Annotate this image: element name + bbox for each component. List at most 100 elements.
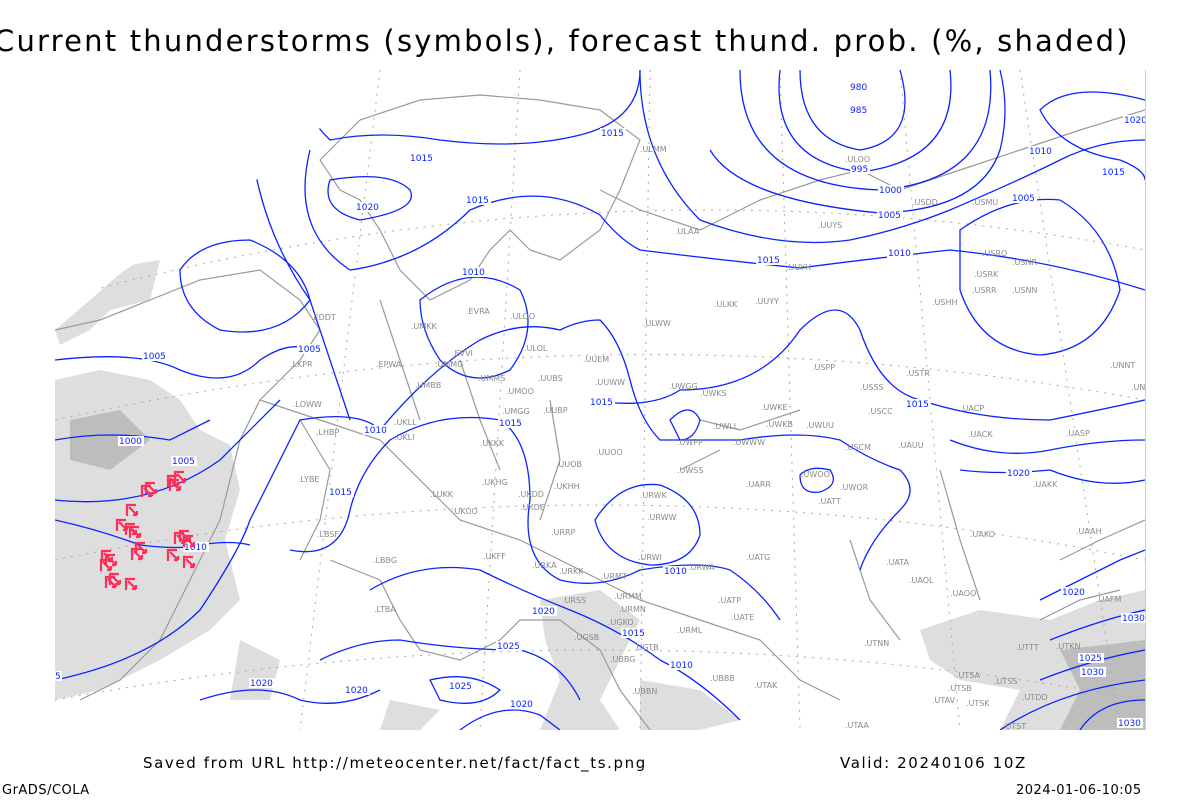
station-label: .LBSF xyxy=(317,530,339,539)
isobar xyxy=(327,176,413,221)
station-label: .LBBG xyxy=(373,556,397,565)
isobar-label-background xyxy=(905,399,931,409)
station-label: .EVVI xyxy=(452,349,473,358)
isobar xyxy=(289,416,781,621)
isobar-label: 1025 xyxy=(449,682,472,692)
isobar-label-background xyxy=(1080,667,1106,677)
station-label: .ULOO xyxy=(510,312,535,321)
thunderstorm-symbol-icon xyxy=(140,484,154,498)
station-label: .UWLL xyxy=(713,422,739,431)
station-label: .UUBP xyxy=(543,406,568,415)
isobar-label: 1005 xyxy=(143,352,166,362)
station-label: .UUBS xyxy=(538,374,563,383)
thunderstorm-symbol-icon xyxy=(182,555,196,569)
isobar-label: 1015 xyxy=(1102,168,1125,178)
station-label: .UKOO xyxy=(452,507,478,516)
isobar-label: 985 xyxy=(850,106,867,116)
station-label: .URWA xyxy=(688,563,715,572)
isobar-label: 1020 xyxy=(356,203,379,213)
isobar-label-background xyxy=(589,397,615,407)
isobar-label-background xyxy=(183,542,209,552)
isobar-label-background xyxy=(363,425,389,435)
isobar-label: 1020 xyxy=(532,607,555,617)
isobar xyxy=(55,346,311,379)
thunderstorm-symbol-icon xyxy=(166,548,180,562)
isobar xyxy=(55,419,211,441)
station-label: .UMBB xyxy=(415,381,441,390)
station-label: .UUYY xyxy=(755,297,779,306)
isobar-label-background xyxy=(887,248,913,258)
station-label: .UTSA xyxy=(956,671,981,680)
station-label: .LYBE xyxy=(298,475,319,484)
station-label: .ULMM xyxy=(640,145,667,154)
station-label: .URML xyxy=(677,626,703,635)
isobar xyxy=(959,469,1145,484)
station-label: .UAUU xyxy=(898,441,924,450)
station-label: .UBBN xyxy=(632,687,657,696)
station-label: .UTST xyxy=(1003,722,1026,731)
isobar xyxy=(319,639,581,701)
station-label: .UKFF xyxy=(483,552,506,561)
isobar xyxy=(799,70,906,151)
station-label: .UBBG xyxy=(610,655,635,664)
isobar xyxy=(949,439,1145,454)
isobar xyxy=(589,309,1145,421)
isobar-label: 1030 xyxy=(1122,614,1145,624)
station-label: .USCC xyxy=(868,407,893,416)
station-label: .EDDT xyxy=(311,313,336,322)
station-label: .URMN xyxy=(619,605,646,614)
isobar-label: 1010 xyxy=(1029,147,1052,157)
isobar-label: 1010 xyxy=(462,268,485,278)
station-label: .USPP xyxy=(812,363,835,372)
isobar-label-background xyxy=(355,202,381,212)
station-label: .UMGG xyxy=(502,407,530,416)
isobar xyxy=(1039,91,1145,181)
thunderstorm-symbol-icon xyxy=(104,553,118,567)
station-label: .UBBB xyxy=(710,674,735,683)
thunderstorm-symbol-icon xyxy=(104,575,118,589)
isobar-label-background xyxy=(344,685,370,695)
isobar-label: 1020 xyxy=(250,679,273,689)
station-label: .UGKO xyxy=(608,618,634,627)
station-label: .UUOO xyxy=(596,448,623,457)
isobar-label: 1010 xyxy=(664,567,687,577)
station-label: .UTAV xyxy=(932,696,956,705)
station-label: .UATA xyxy=(886,558,910,567)
station-label: .UUWW xyxy=(595,378,625,387)
station-label: .UTSS xyxy=(994,677,1017,686)
isobar-label-background xyxy=(1101,167,1127,177)
station-label: .UWKS xyxy=(700,389,727,398)
station-label: .UACK xyxy=(968,430,993,439)
isobar-label: 1025 xyxy=(1079,654,1102,664)
station-label: .UWOR xyxy=(840,483,869,492)
isobar-label: 1000 xyxy=(119,437,142,447)
isobar-label-background xyxy=(509,699,535,709)
station-label: .UUOB xyxy=(556,460,582,469)
isobar-label-background xyxy=(171,456,197,466)
isobar-label-background xyxy=(1011,193,1037,203)
isobar-label: 1030 xyxy=(1081,668,1104,678)
isobar-label: 1025 xyxy=(497,642,520,652)
station-label: .URSS xyxy=(562,596,586,605)
station-label: .USRO xyxy=(982,249,1007,258)
isobar-label: 1005 xyxy=(298,345,321,355)
isobar-label: 1015 xyxy=(622,629,645,639)
isobar-label: 1010 xyxy=(670,661,693,671)
isobar-label-background xyxy=(669,660,695,670)
station-label: .UKDD xyxy=(518,490,544,499)
isobar xyxy=(369,566,741,721)
station-label: .UWWW xyxy=(733,438,765,447)
station-label: .UGTB xyxy=(634,643,659,652)
thunderstorm-symbol-icon xyxy=(168,478,182,492)
station-label: .URRP xyxy=(551,528,576,537)
isobar-label-background xyxy=(249,678,275,688)
isobar-label: 1020 xyxy=(1062,588,1085,598)
thunderstorm-symbol-icon xyxy=(134,541,148,555)
isobar xyxy=(199,689,381,704)
station-label: .UAKK xyxy=(1033,480,1058,489)
station-label: .UNNT xyxy=(1110,361,1135,370)
isobar-label: 1015 xyxy=(499,419,522,429)
isobar-label-background xyxy=(1117,718,1143,728)
isobar xyxy=(304,149,1145,291)
station-label: .URKK xyxy=(559,567,584,576)
